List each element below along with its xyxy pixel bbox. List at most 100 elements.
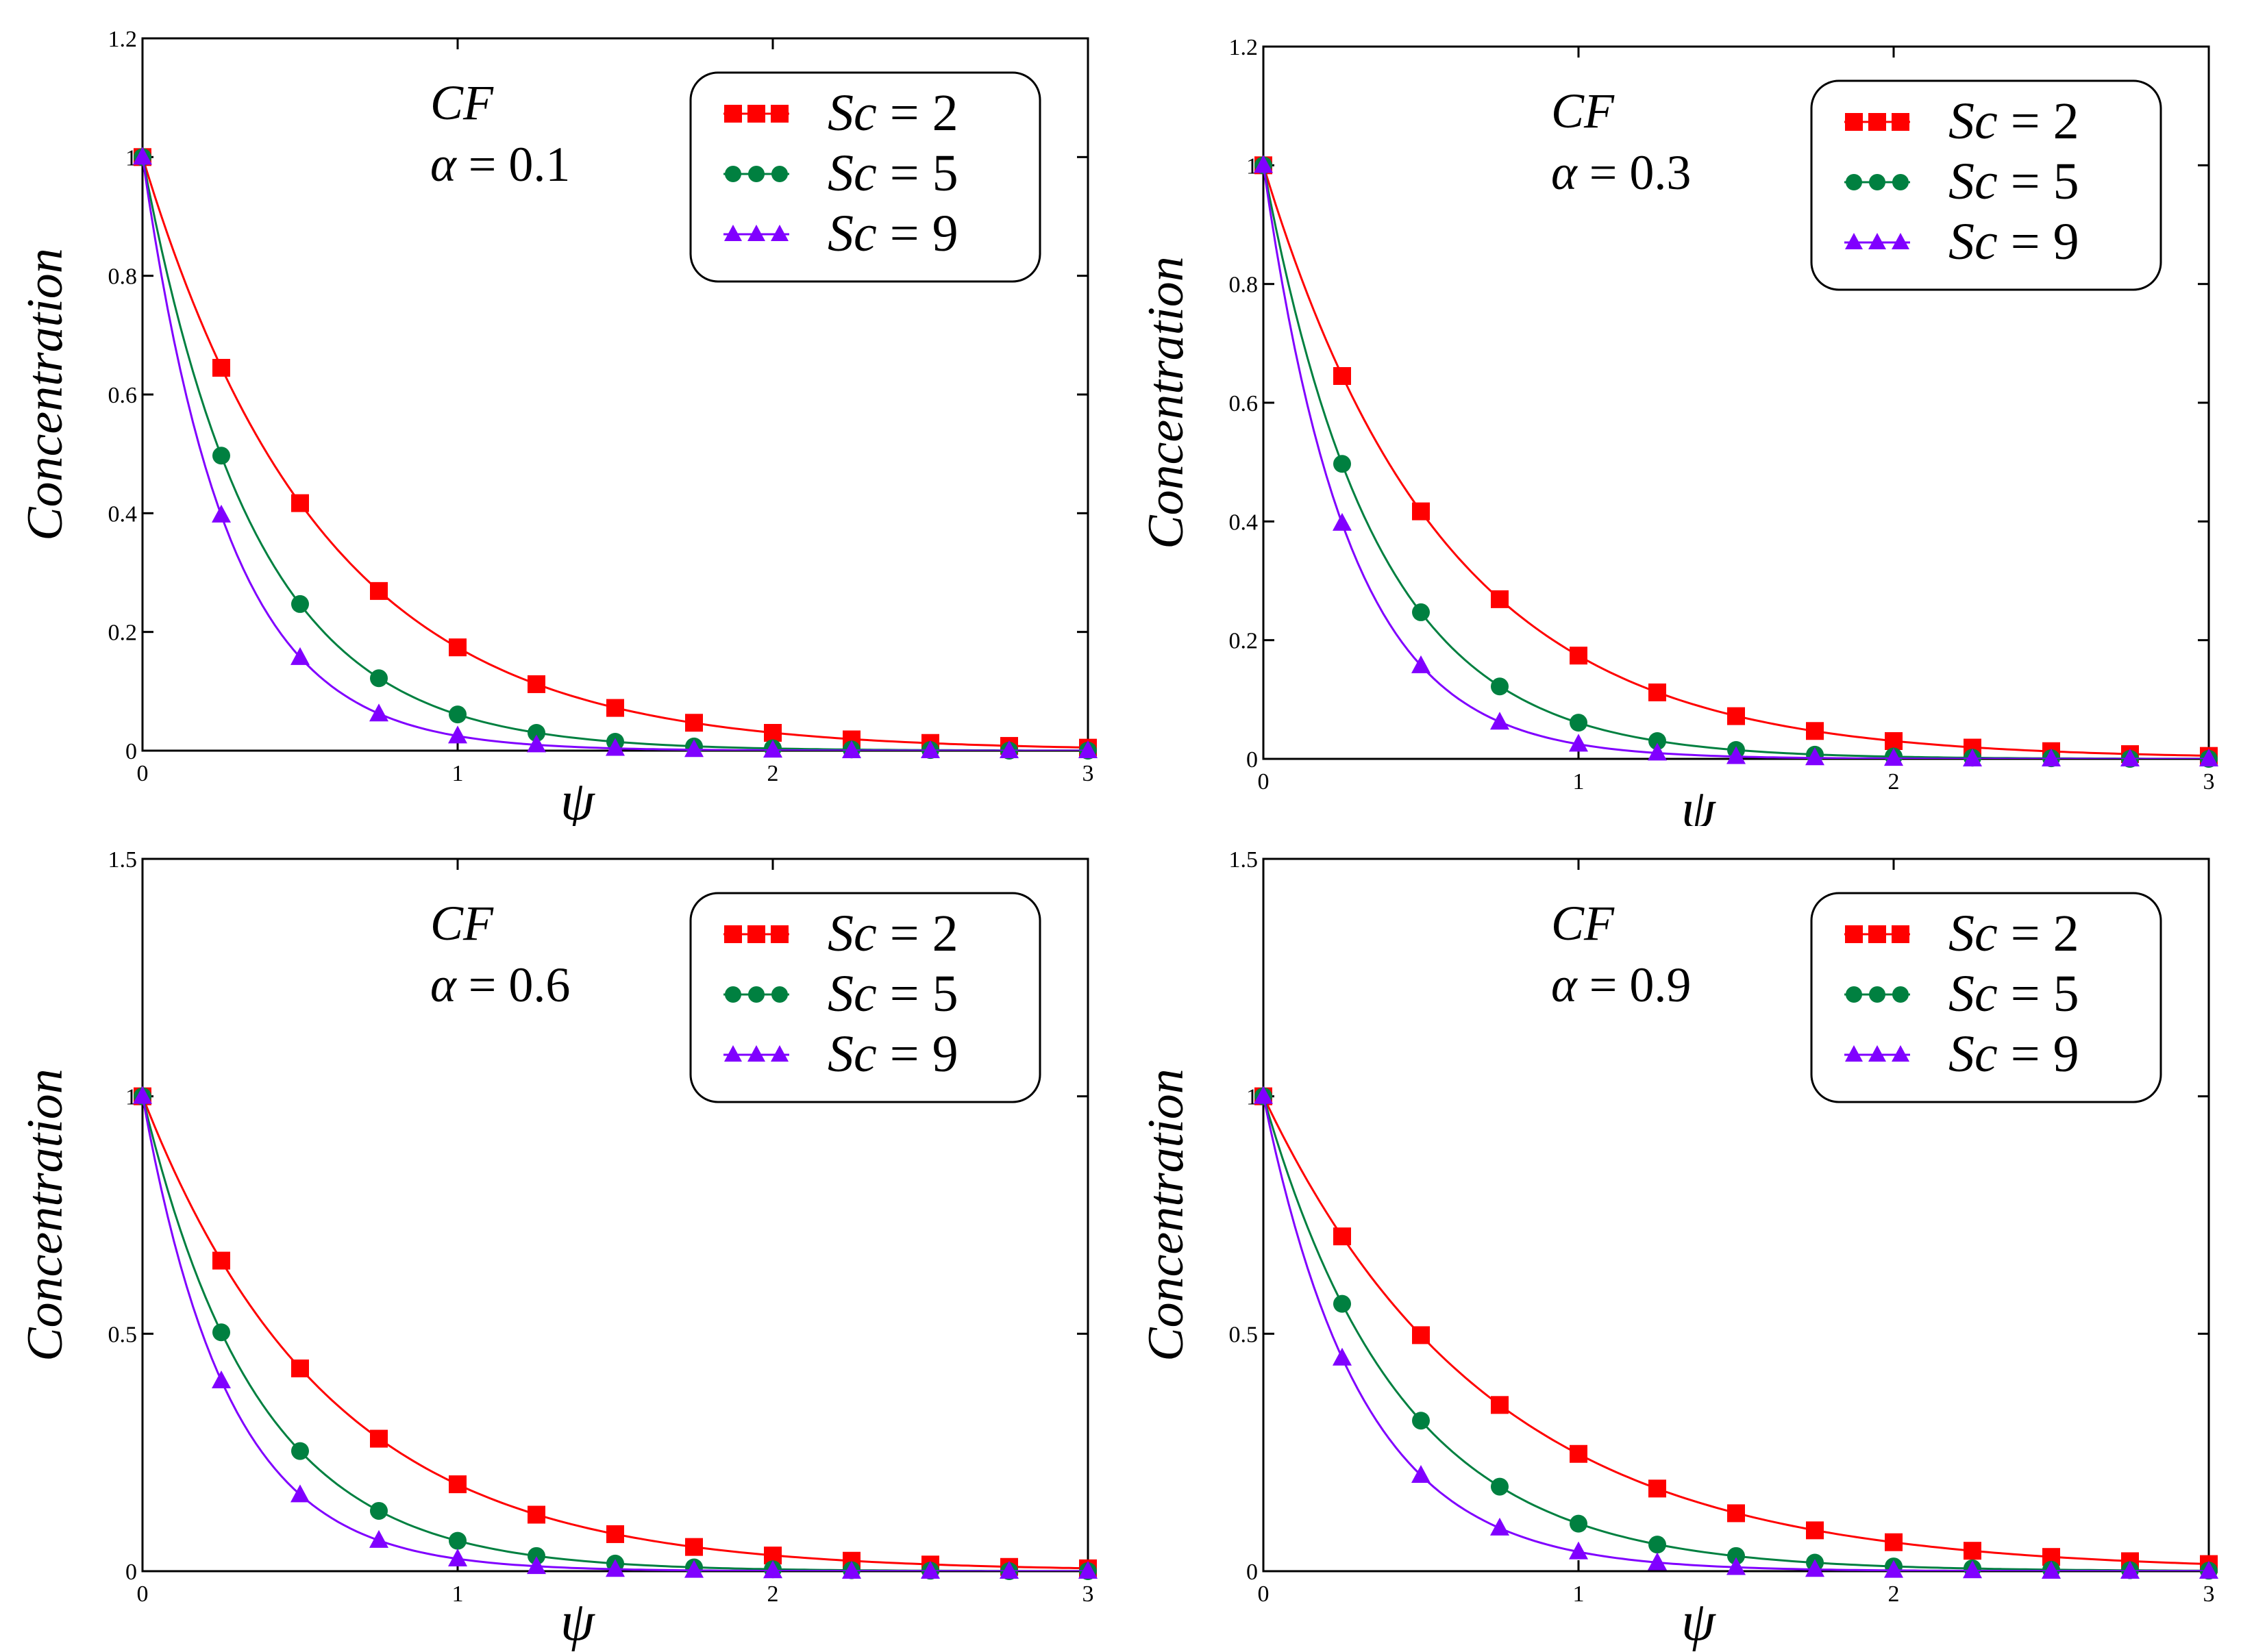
data-point-sc-5 bbox=[1570, 714, 1587, 732]
y-tick-label: 0.4 bbox=[1229, 510, 1259, 535]
data-point-sc-5 bbox=[291, 595, 309, 613]
legend-label-sc-2: Sc = 2 bbox=[1948, 92, 2079, 150]
data-point-sc-9 bbox=[527, 1556, 546, 1575]
data-point-sc-5 bbox=[1727, 1547, 1745, 1565]
data-point-sc-5 bbox=[1648, 1536, 1666, 1554]
data-point-sc-9 bbox=[1333, 512, 1352, 531]
data-point-sc-9 bbox=[290, 647, 310, 665]
data-point-sc-2 bbox=[1412, 1326, 1430, 1344]
data-point-sc-9 bbox=[212, 1370, 231, 1388]
series-line-sc-9 bbox=[1263, 1096, 2209, 1571]
data-point-sc-9 bbox=[763, 1560, 782, 1579]
data-point-sc-9 bbox=[921, 740, 940, 758]
data-point-sc-9 bbox=[1805, 747, 1824, 766]
data-point-sc-9 bbox=[684, 739, 704, 758]
legend-label-sc-9: Sc = 9 bbox=[828, 205, 958, 262]
x-tick-label: 2 bbox=[1888, 1581, 1900, 1607]
x-tick-label: 1 bbox=[452, 1581, 464, 1607]
data-point-sc-9 bbox=[1078, 740, 1098, 758]
legend-marker-sc-9 bbox=[1892, 233, 1909, 249]
data-point-sc-2 bbox=[1570, 647, 1587, 665]
series-line-sc-9 bbox=[143, 1096, 1088, 1571]
series-line-sc-2 bbox=[1263, 1096, 2209, 1566]
data-point-sc-9 bbox=[2120, 749, 2140, 766]
data-point-sc-5 bbox=[1570, 1514, 1587, 1533]
x-tick-label: 3 bbox=[2203, 1581, 2215, 1607]
alpha-annotation: α = 0.6 bbox=[430, 958, 570, 1012]
data-point-sc-2 bbox=[685, 714, 703, 732]
data-point-sc-9 bbox=[1078, 1561, 1098, 1579]
data-point-sc-2 bbox=[1648, 1479, 1666, 1498]
legend-marker-sc-9 bbox=[1845, 233, 1863, 249]
y-axis-label: Concentration bbox=[17, 1068, 73, 1362]
data-point-sc-9 bbox=[1648, 1552, 1667, 1570]
legend-marker-sc-9 bbox=[1868, 1045, 1886, 1062]
y-axis-label: Concentration bbox=[17, 248, 73, 541]
legend-label-sc-5: Sc = 5 bbox=[1948, 153, 2079, 210]
x-axis-label: ψ bbox=[1681, 1592, 1716, 1652]
y-axis-label: Concentration bbox=[1138, 256, 1194, 549]
legend-marker-sc-9 bbox=[1845, 1045, 1863, 1062]
data-point-sc-9 bbox=[763, 740, 782, 758]
y-tick-label: 0 bbox=[125, 1560, 137, 1585]
series-line-sc-5 bbox=[143, 1096, 1088, 1571]
x-axis-label: ψ bbox=[1681, 779, 1716, 826]
data-point-sc-2 bbox=[606, 1525, 624, 1543]
x-tick-label: 1 bbox=[1573, 1581, 1585, 1607]
x-tick-label: 2 bbox=[1888, 769, 1900, 794]
x-tick-label: 1 bbox=[452, 761, 464, 786]
data-point-sc-9 bbox=[369, 1529, 388, 1548]
data-point-sc-9 bbox=[212, 504, 231, 523]
data-point-sc-9 bbox=[1648, 742, 1667, 761]
data-point-sc-9 bbox=[684, 1560, 704, 1578]
alpha-annotation: α = 0.1 bbox=[430, 137, 570, 192]
x-tick-label: 0 bbox=[1258, 769, 1270, 794]
data-point-sc-2 bbox=[1964, 1542, 1981, 1560]
data-point-sc-5 bbox=[449, 1531, 467, 1550]
legend-label-sc-9: Sc = 9 bbox=[828, 1025, 958, 1083]
data-point-sc-5 bbox=[212, 1323, 230, 1342]
data-point-sc-2 bbox=[528, 675, 545, 693]
data-point-sc-2 bbox=[528, 1505, 545, 1524]
data-point-sc-9 bbox=[606, 1559, 625, 1577]
data-point-sc-9 bbox=[1490, 1517, 1509, 1536]
y-tick-label: 0.2 bbox=[1229, 629, 1259, 654]
data-point-sc-9 bbox=[2120, 1561, 2140, 1579]
data-point-sc-9 bbox=[1490, 712, 1509, 730]
model-annotation: CF bbox=[1551, 84, 1615, 138]
x-tick-label: 0 bbox=[137, 1581, 149, 1607]
data-point-sc-2 bbox=[1727, 1504, 1745, 1523]
legend-marker-sc-9 bbox=[1868, 233, 1886, 249]
data-point-sc-9 bbox=[1254, 1086, 1273, 1104]
x-tick-label: 3 bbox=[1082, 761, 1094, 786]
y-tick-label: 0.5 bbox=[1229, 1322, 1259, 1347]
data-point-sc-9 bbox=[369, 703, 388, 722]
data-point-sc-5 bbox=[291, 1442, 309, 1460]
y-tick-label: 0.5 bbox=[108, 1322, 138, 1347]
legend-marker-sc-9 bbox=[724, 1045, 742, 1062]
x-axis-label: ψ bbox=[560, 1592, 595, 1652]
data-point-sc-2 bbox=[449, 1475, 467, 1494]
model-annotation: CF bbox=[1551, 896, 1615, 951]
y-tick-label: 0.8 bbox=[1229, 273, 1259, 298]
data-point-sc-2 bbox=[370, 581, 388, 600]
legend-label-sc-9: Sc = 9 bbox=[1948, 213, 2079, 271]
data-point-sc-2 bbox=[1806, 722, 1824, 740]
y-tick-label: 1.2 bbox=[1229, 35, 1259, 60]
data-point-sc-2 bbox=[1727, 707, 1745, 725]
legend-marker-sc-9 bbox=[771, 225, 789, 241]
data-point-sc-9 bbox=[1000, 1561, 1019, 1579]
legend-marker-sc-9 bbox=[747, 225, 765, 241]
data-point-sc-2 bbox=[212, 1251, 230, 1270]
data-point-sc-9 bbox=[1000, 740, 1019, 758]
data-point-sc-9 bbox=[290, 1484, 310, 1503]
legend-label-sc-9: Sc = 9 bbox=[1948, 1025, 2079, 1083]
data-point-sc-9 bbox=[1726, 1557, 1746, 1575]
legend-marker-sc-9 bbox=[771, 1045, 789, 1062]
data-point-sc-2 bbox=[1806, 1521, 1824, 1540]
y-tick-label: 0 bbox=[125, 739, 137, 764]
legend-label-sc-5: Sc = 5 bbox=[828, 965, 958, 1023]
data-point-sc-2 bbox=[291, 1359, 309, 1377]
